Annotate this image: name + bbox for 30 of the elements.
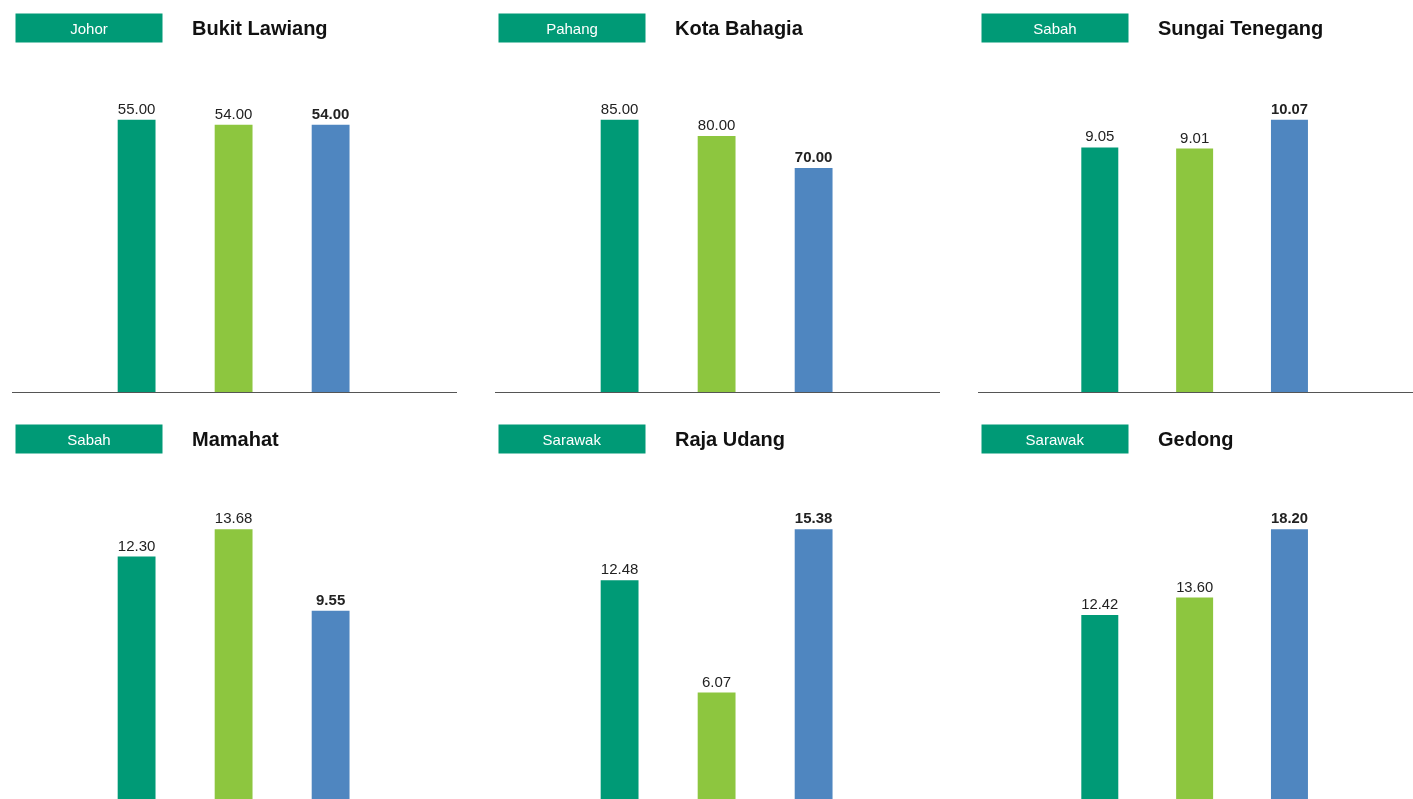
data-label: 9.55 [316,590,346,608]
chart-subtitle: Sarawak [542,430,602,448]
data-label: 70.00 [794,147,833,165]
data-label: 85.00 [600,99,639,117]
chart-subtitle: Sarawak [1025,430,1085,448]
data-label: 80.00 [697,115,736,133]
chart-subtitle: Johor [70,19,108,37]
data-label: 18.20 [1270,510,1308,527]
data-label: 6.07 [702,672,732,690]
chart-title: Gedong [1158,428,1234,450]
chart-subtitle: Sabah [67,430,111,448]
data-label: 13.68 [214,509,253,527]
data-label: 12.42 [1081,596,1119,613]
data-label: 54.00 [214,104,253,122]
data-label: 12.30 [117,536,156,554]
chart-title: Sungai Tenegang [1158,17,1324,39]
chart-subtitle: Sabah [1033,19,1077,37]
chart-title: Kota Bahagia [675,17,804,39]
data-label: 15.38 [794,509,833,527]
data-label: 55.00 [117,99,156,117]
data-label: 9.05 [1085,127,1115,145]
chart-title: Bukit Lawiang [192,17,328,39]
data-label: 9.01 [1180,128,1210,146]
data-label: 13.60 [1176,578,1214,595]
data-label: 12.48 [600,560,639,578]
data-label: 54.00 [311,104,350,122]
chart-title: Mamahat [192,428,280,450]
data-label: 10.07 [1270,100,1308,117]
chart-subtitle: Pahang [546,19,598,37]
chart-title: Raja Udang [675,428,786,450]
